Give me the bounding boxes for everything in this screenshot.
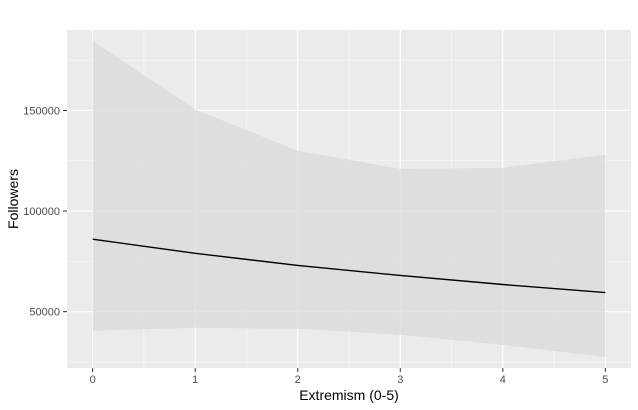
confidence-ribbon bbox=[92, 41, 606, 357]
y-tick-label: 50000 bbox=[29, 307, 60, 319]
y-axis-title: Followers bbox=[5, 169, 21, 229]
y-axis: 50000 100000 150000 bbox=[23, 105, 67, 319]
x-tick-label: 5 bbox=[602, 374, 608, 386]
x-tick-label: 3 bbox=[397, 374, 403, 386]
x-axis: 0 1 2 3 4 5 bbox=[90, 368, 608, 386]
x-tick-label: 4 bbox=[500, 374, 506, 386]
x-tick-label: 0 bbox=[90, 374, 96, 386]
x-tick-label: 2 bbox=[295, 374, 301, 386]
y-tick-label: 150000 bbox=[23, 105, 60, 117]
x-tick-label: 1 bbox=[192, 374, 198, 386]
fitted-line bbox=[92, 238, 606, 294]
y-tick-label: 100000 bbox=[23, 206, 60, 218]
x-axis-title: Extremism (0-5) bbox=[299, 387, 399, 403]
